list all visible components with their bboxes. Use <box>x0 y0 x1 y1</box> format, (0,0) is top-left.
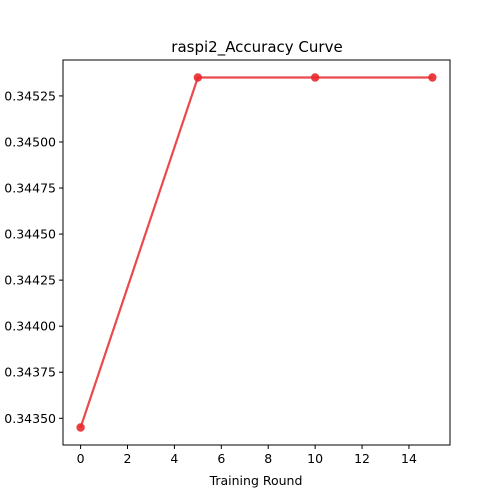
x-tick-label: 8 <box>264 451 272 466</box>
y-axis: 0.34350 0.34375 0.34400 0.34425 0.34450 0.344… <box>4 88 63 426</box>
series-line <box>79 76 433 428</box>
y-tick-label: 0.34525 <box>4 88 56 103</box>
x-tick-label: 12 <box>354 451 370 466</box>
chart-title: raspi2_Accuracy Curve <box>171 38 342 57</box>
x-tick-label: 4 <box>170 451 178 466</box>
plot-area <box>76 73 437 432</box>
x-axis-label: Training Round <box>209 473 303 488</box>
x-axis: 0 2 4 6 8 10 12 14 <box>77 445 417 466</box>
y-tick-label: 0.34450 <box>4 227 56 242</box>
y-tick-label: 0.34350 <box>4 411 56 426</box>
y-tick-label: 0.34375 <box>4 365 56 380</box>
data-point <box>193 73 203 82</box>
data-point <box>76 423 85 432</box>
y-tick-label: 0.34400 <box>4 319 56 334</box>
y-tick-label: 0.34425 <box>4 273 56 288</box>
data-point <box>428 73 437 82</box>
x-tick-label: 14 <box>401 451 417 466</box>
y-tick-label: 0.34475 <box>4 181 56 196</box>
x-tick-label: 2 <box>124 451 132 466</box>
y-tick-label: 0.34500 <box>4 134 56 149</box>
x-tick-label: 0 <box>77 451 85 466</box>
data-point <box>310 73 320 82</box>
x-tick-label: 10 <box>307 451 323 466</box>
plot-frame <box>62 59 451 446</box>
x-tick-label: 6 <box>217 451 225 466</box>
